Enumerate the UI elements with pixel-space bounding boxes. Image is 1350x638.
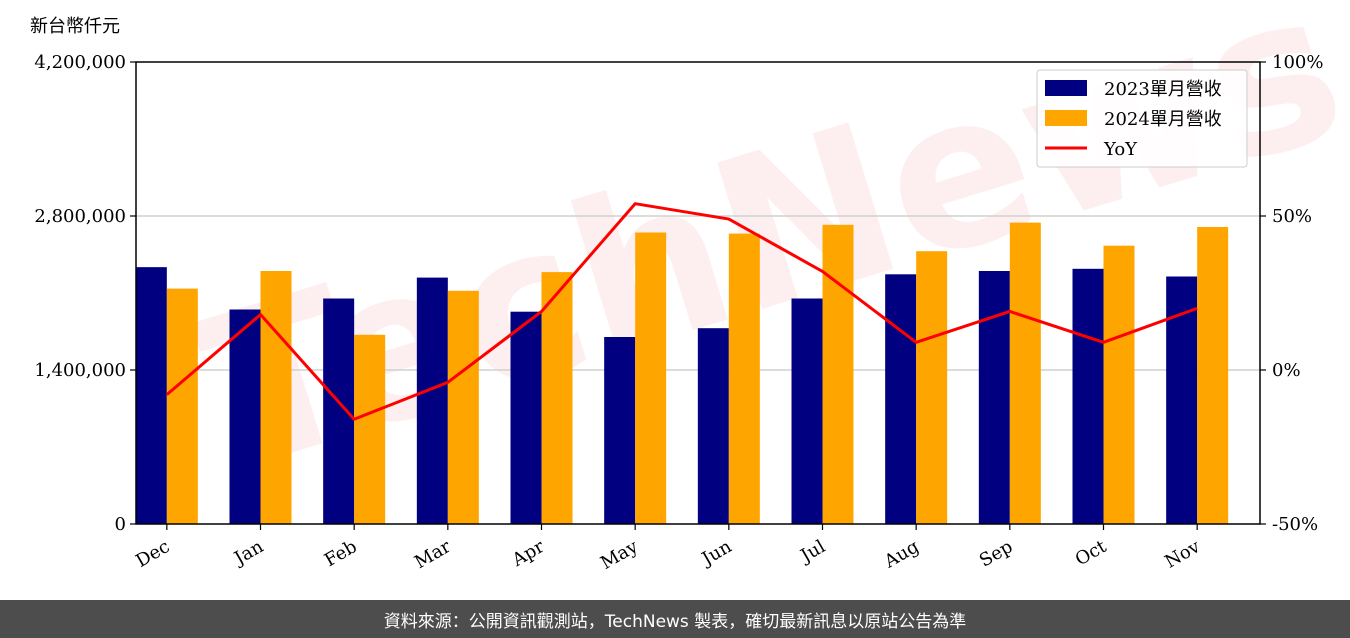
bar-2023-apr <box>510 311 542 524</box>
yoy-line <box>165 202 1198 421</box>
x-tick-label: Jun <box>697 536 736 571</box>
x-tick-label: May <box>597 536 642 574</box>
bar-2023-aug <box>885 274 917 524</box>
x-tick-label: Dec <box>132 536 173 572</box>
x-tick-label: Nov <box>1161 536 1204 573</box>
bar-2024-aug <box>916 251 948 524</box>
bar-2023-jan <box>229 309 261 524</box>
bar-2024-jan <box>260 271 292 524</box>
bar-2023-may <box>604 337 636 524</box>
y-tick-label: 0 <box>115 514 126 535</box>
left-axis: 0 1,400,000 2,800,000 4,200,000 <box>34 52 136 535</box>
x-tick-label: Mar <box>411 536 455 573</box>
bar-2023-oct <box>1072 268 1104 524</box>
bar-2024-jun <box>728 233 760 524</box>
bar-2024-jul <box>822 224 854 525</box>
bar-2023-jun <box>697 328 729 524</box>
bar-2024-mar <box>447 290 479 524</box>
bar-2024-oct <box>1103 245 1135 524</box>
unit-label: 新台幣仟元 <box>30 16 120 37</box>
y2-tick-label: -50% <box>1272 514 1318 535</box>
plot-frame <box>135 61 1261 525</box>
bar-2023-jul <box>791 298 823 524</box>
y2-tick-label: 50% <box>1272 206 1312 227</box>
legend-swatch-2023 <box>1045 80 1087 96</box>
yoy-line-group <box>165 202 1198 421</box>
x-tick-label: Aug <box>880 536 923 573</box>
y2-tick-label: 0% <box>1272 360 1301 381</box>
x-tick-label: Feb <box>321 536 361 571</box>
y-tick-label: 4,200,000 <box>34 52 126 73</box>
bar-2024-nov <box>1197 227 1229 524</box>
x-tick-label: Jul <box>795 536 829 568</box>
footer-text: 資料來源：公開資訊觀測站，TechNews 製表，確切最新訊息以原站公告為準 <box>383 611 967 632</box>
x-tick-label: Apr <box>508 536 548 571</box>
x-tick-label: Sep <box>976 536 1016 571</box>
bar-2023-dec <box>135 267 167 524</box>
bar-2023-mar <box>416 277 448 524</box>
bar-2024-sep <box>1009 222 1041 524</box>
legend-label-yoy: YoY <box>1103 139 1138 160</box>
y-tick-label: 1,400,000 <box>34 360 126 381</box>
bar-2024-apr <box>541 272 573 524</box>
legend-label-2024: 2024單月營收 <box>1104 109 1222 130</box>
legend: 2023單月營收 2024單月營收 YoY <box>1036 69 1248 168</box>
bar-2024-dec <box>166 288 198 524</box>
bar-2024-may <box>635 232 667 524</box>
x-tick-label: Oct <box>1072 536 1111 571</box>
legend-label-2023: 2023單月營收 <box>1104 79 1222 100</box>
bar-2023-feb <box>323 298 355 524</box>
legend-box <box>1036 69 1248 168</box>
bars-group <box>135 222 1229 525</box>
right-axis: -50% 0% 50% 100% <box>1260 52 1323 535</box>
x-axis: Dec Jan Feb Mar Apr May Jun Jul Aug Sep Oct Nov <box>132 524 1204 574</box>
x-tick-label: Jan <box>229 536 267 570</box>
legend-swatch-2024 <box>1045 110 1087 126</box>
source-footer: 資料來源：公開資訊觀測站，TechNews 製表，確切最新訊息以原站公告為準 <box>0 600 1350 638</box>
bar-2024-feb <box>354 334 386 524</box>
y2-tick-label: 100% <box>1272 52 1323 73</box>
bar-2023-sep <box>978 271 1010 524</box>
y-tick-label: 2,800,000 <box>34 206 126 227</box>
